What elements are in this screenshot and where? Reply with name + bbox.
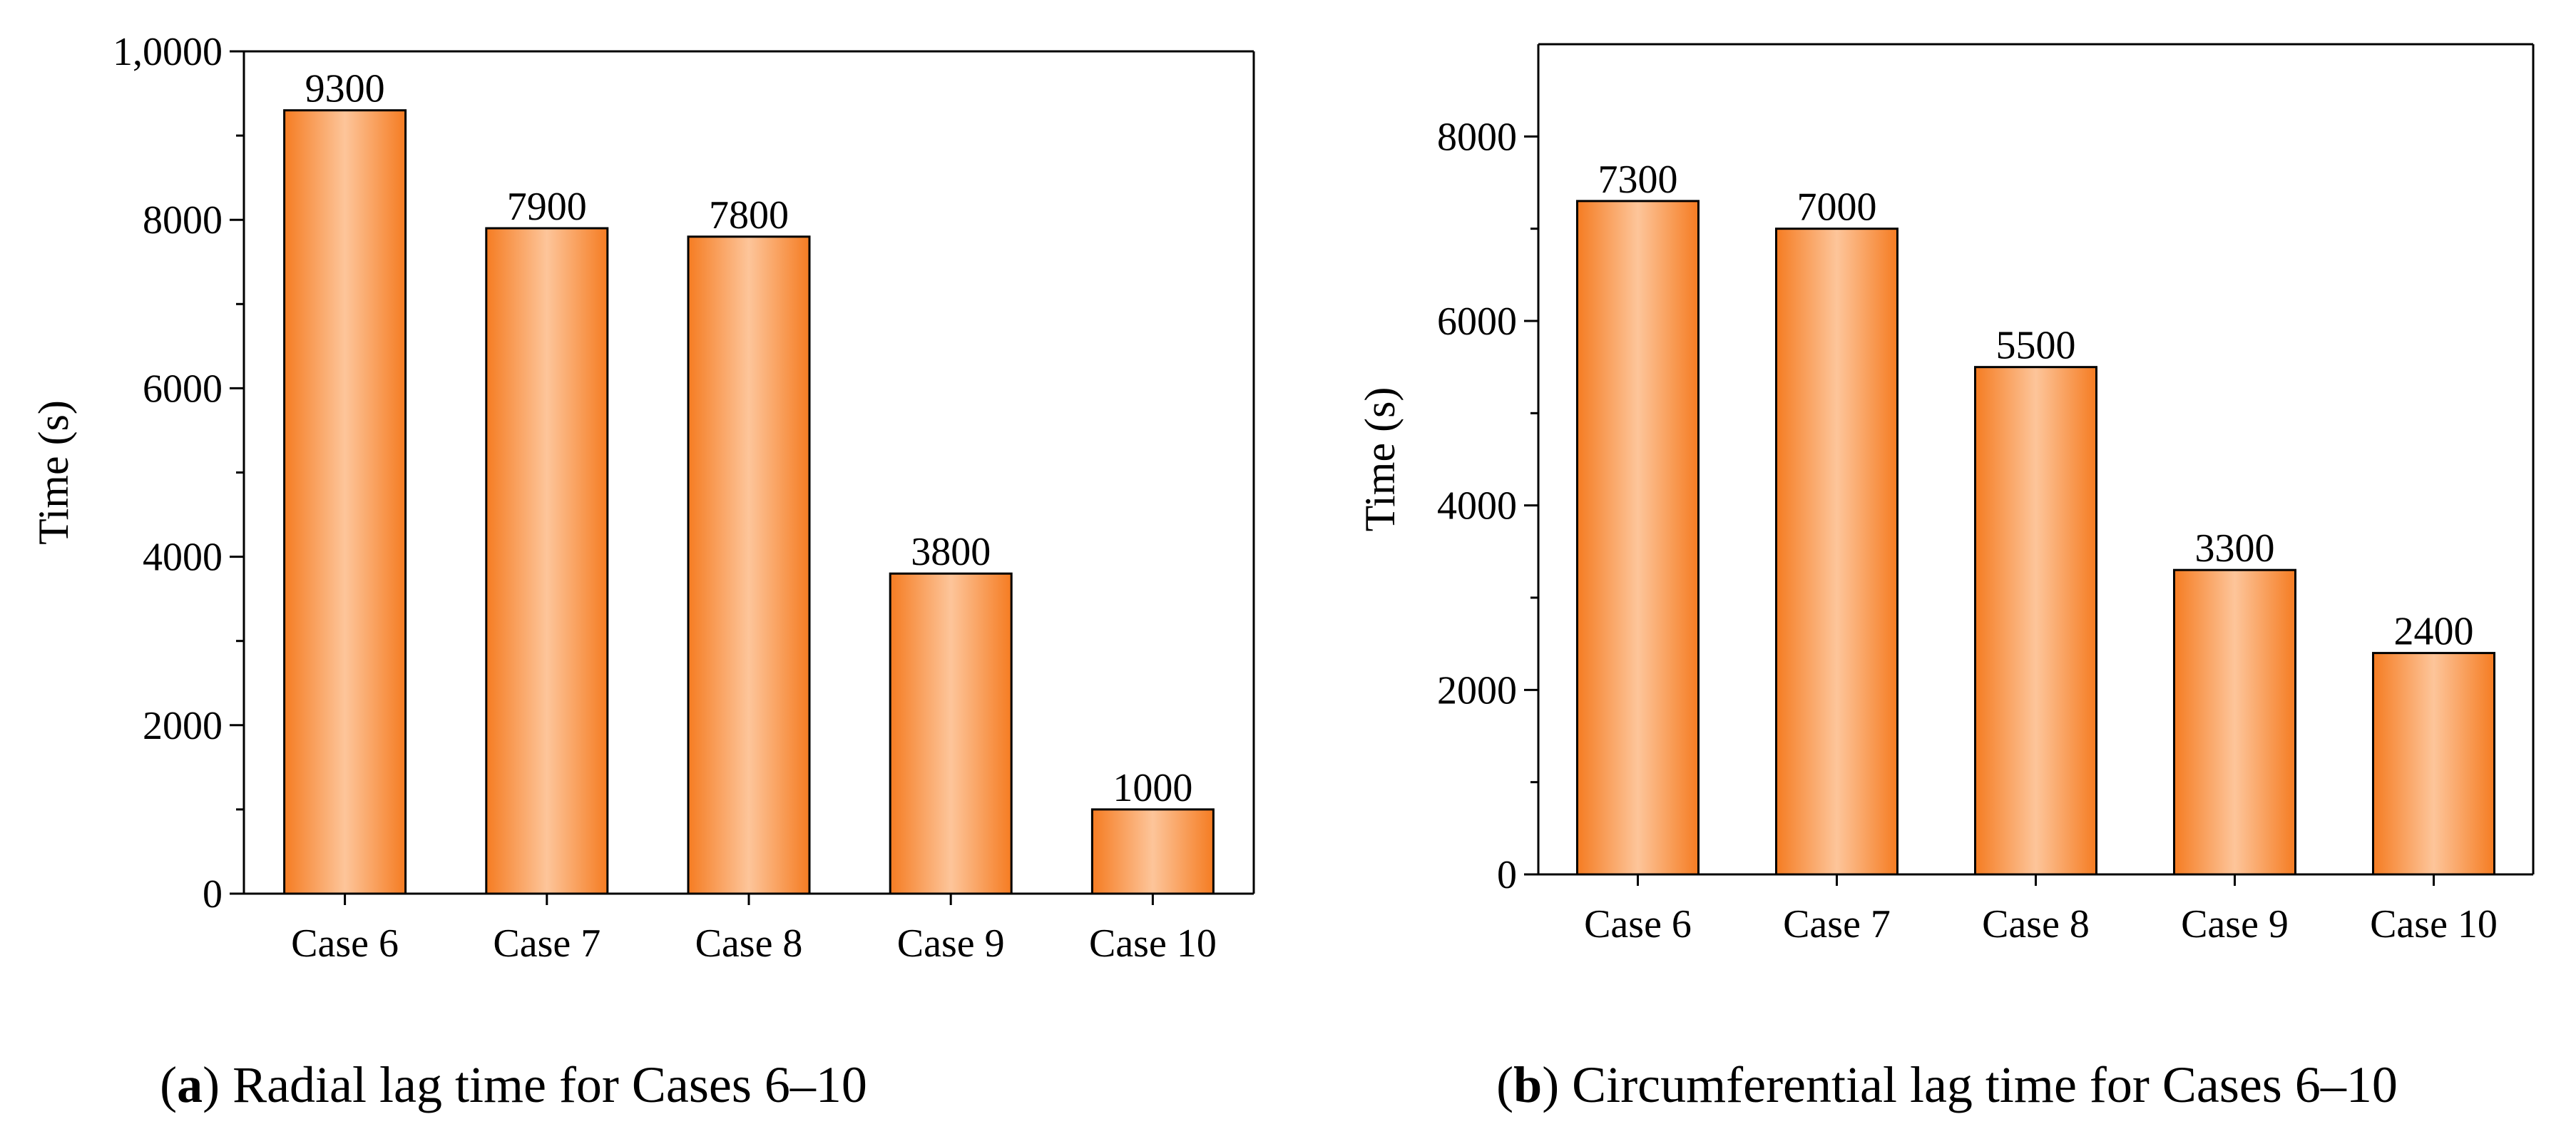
data-label: 9300 — [305, 67, 385, 111]
y-tick-label: 8000 — [1437, 115, 1517, 159]
y-tick-label: 0 — [1497, 853, 1517, 897]
x-tick-label: Case 10 — [1089, 921, 1217, 966]
x-tick-label: Case 7 — [493, 921, 600, 966]
x-tick-label: Case 6 — [291, 921, 399, 966]
y-tick-label: 6000 — [143, 367, 223, 411]
x-tick-label: Case 9 — [2181, 902, 2289, 946]
data-label: 7000 — [1797, 185, 1877, 230]
data-label: 3800 — [911, 530, 991, 574]
x-tick-label: Case 7 — [1783, 902, 1891, 946]
caption-a: (a) Radial lag time for Cases 6–10 — [160, 1056, 867, 1113]
x-tick-label: Case 9 — [897, 921, 1005, 966]
bar-case-7 — [485, 227, 609, 895]
x-tick-label: Case 6 — [1584, 902, 1692, 946]
bar-case-6 — [1576, 200, 1700, 876]
chart-panel-radial: 9300 Case 6 7900 Case 7 7800 Case 8 3800 Case 9… — [30, 30, 1255, 966]
y-axis-title: Time (s) — [30, 400, 77, 545]
y-tick-label: 1,0000 — [113, 30, 223, 74]
bar-case-6 — [283, 109, 407, 895]
y-tick-label: 0 — [203, 872, 223, 916]
y-tick-label: 4000 — [143, 536, 223, 580]
bar-case-10 — [2372, 652, 2495, 876]
data-label: 3300 — [2195, 526, 2275, 571]
bar-case-8 — [687, 235, 811, 895]
x-tick-label: Case 10 — [2370, 902, 2498, 946]
chart-panel-circumferential: 7300 Case 6 7000 Case 7 5500 Case 8 3300 Case 9… — [1356, 43, 2535, 946]
y-tick-label: 6000 — [1437, 300, 1517, 344]
data-label: 7900 — [507, 185, 587, 229]
y-axis-title: Time (s) — [1356, 387, 1404, 532]
caption-b: (b) Circumferential lag time for Cases 6… — [1496, 1056, 2398, 1113]
data-label: 7800 — [709, 193, 789, 237]
bar-case-8 — [1974, 366, 2097, 876]
y-tick-label: 8000 — [143, 198, 223, 242]
data-label: 2400 — [2394, 610, 2474, 654]
bar-case-9 — [889, 572, 1013, 895]
data-label: 5500 — [1996, 324, 2076, 368]
bar-case-7 — [1775, 228, 1898, 876]
bar-case-9 — [2173, 568, 2296, 876]
x-tick-label: Case 8 — [695, 921, 803, 966]
bar-case-10 — [1090, 808, 1215, 895]
y-tick-label: 2000 — [1437, 668, 1517, 712]
x-tick-label: Case 8 — [1982, 902, 2090, 946]
data-label: 7300 — [1598, 158, 1678, 202]
y-tick-label: 4000 — [1437, 484, 1517, 528]
y-tick-label: 2000 — [143, 704, 223, 748]
data-label: 1000 — [1113, 766, 1192, 810]
